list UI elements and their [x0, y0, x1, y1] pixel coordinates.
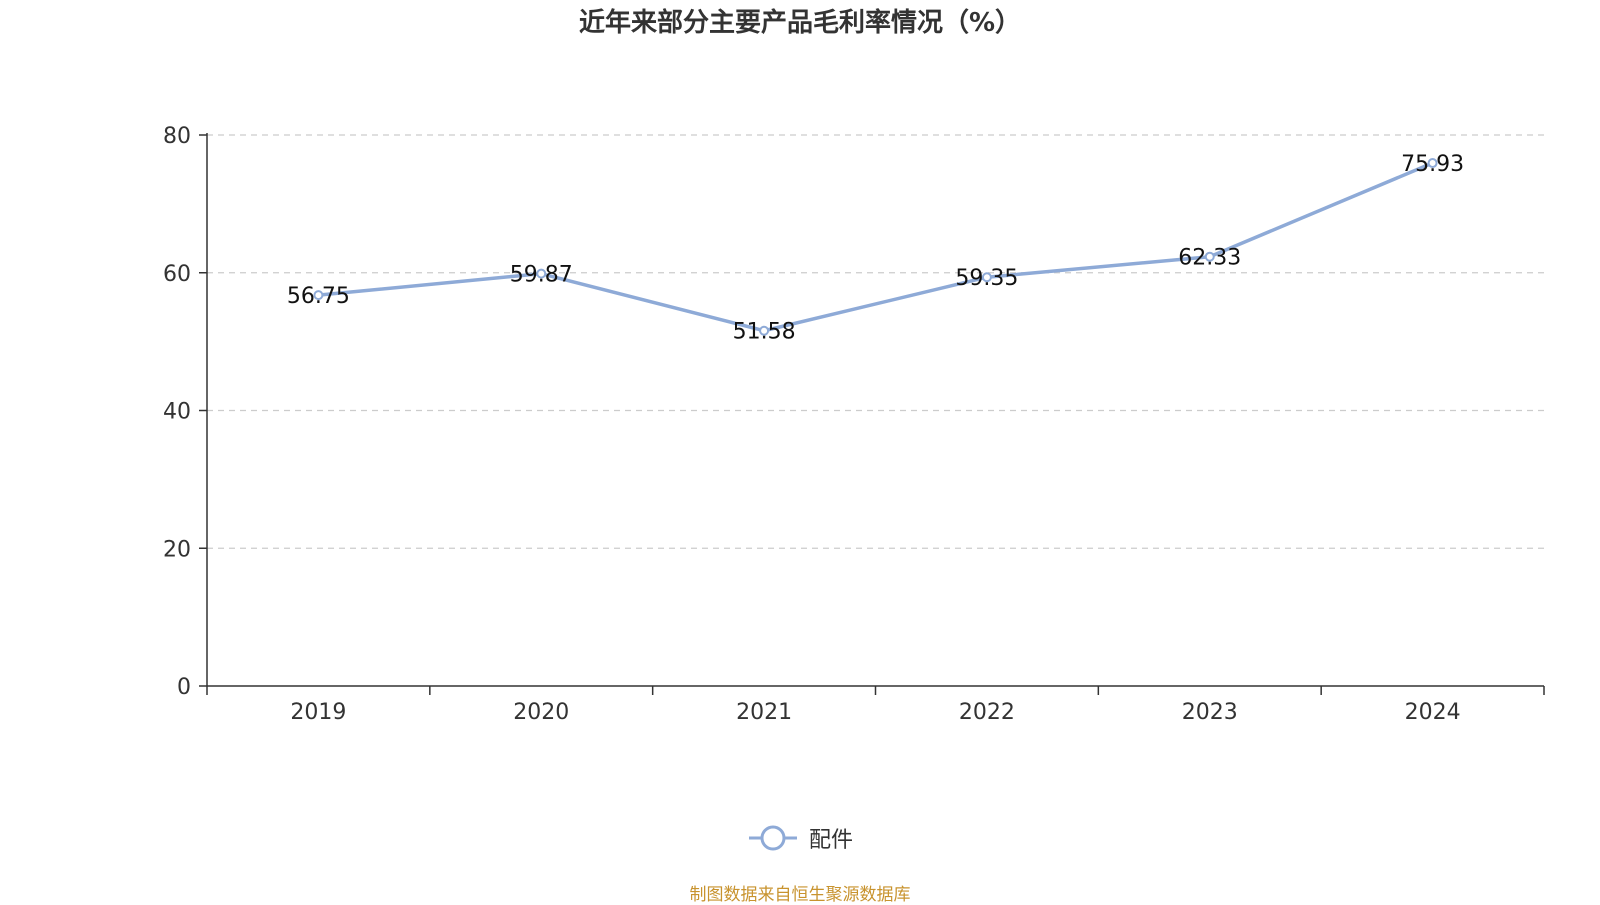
axes: [199, 133, 1545, 695]
y-tick-label: 40: [163, 400, 191, 425]
data-labels: 56.75 59.87 51.58 59.35 62.33 75.93: [287, 152, 1464, 345]
y-tick-label: 0: [177, 675, 191, 700]
series-line: [318, 161, 1434, 333]
data-label: 56.75: [287, 284, 350, 309]
grid-lines: [207, 134, 1544, 549]
y-tick-label: 20: [163, 537, 191, 562]
data-point: [536, 268, 547, 279]
chart-title: 近年来部分主要产品毛利率情况（%）: [578, 8, 1022, 38]
x-tick-label: 2022: [959, 700, 1015, 725]
data-label: 59.87: [510, 263, 573, 288]
legend[interactable]: 配件: [0, 822, 1600, 854]
data-label: 59.35: [955, 266, 1018, 291]
data-label: 62.33: [1178, 246, 1241, 271]
data-label: 51.58: [733, 320, 796, 345]
series-layer: [313, 158, 1438, 336]
legend-label: 配件: [808, 828, 853, 853]
x-tick-label: 2019: [290, 700, 346, 725]
legend-line-circle-icon: [748, 825, 797, 851]
x-tick-label: 2020: [513, 700, 569, 725]
x-tick-label: 2023: [1182, 700, 1238, 725]
data-point: [313, 290, 324, 301]
y-tick-labels: 0 20 40 60 80: [163, 124, 191, 700]
data-point: [1427, 158, 1438, 169]
data-label: 75.93: [1401, 152, 1464, 177]
x-tick-labels: 2019 2020 2021 2022 2023 2024: [290, 700, 1460, 725]
source-note: 制图数据来自恒生聚源数据库: [689, 885, 911, 905]
y-tick-label: 80: [163, 124, 191, 149]
data-point: [981, 272, 992, 283]
x-tick-label: 2024: [1405, 700, 1461, 725]
data-point: [759, 325, 770, 336]
data-point: [1204, 251, 1215, 262]
x-tick-label: 2021: [736, 700, 792, 725]
y-tick-label: 60: [163, 262, 191, 287]
